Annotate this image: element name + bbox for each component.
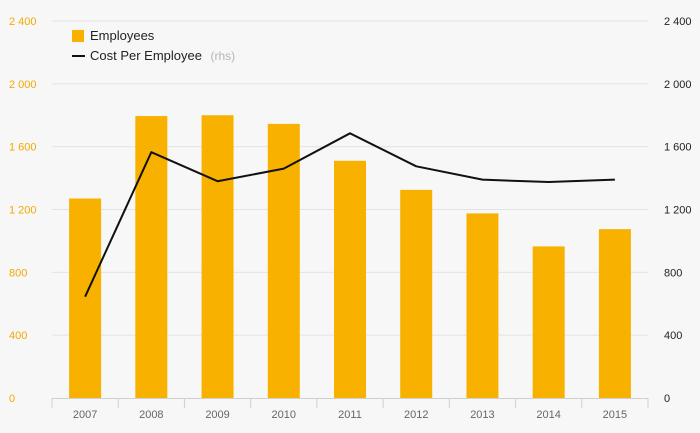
bars-layer: [69, 115, 631, 399]
bar-employees-2011: [334, 160, 366, 398]
y-left-tick-label: 2 400: [9, 16, 37, 28]
y-left-tick-label: 1 200: [9, 205, 37, 217]
legend-label-cost-text: Cost Per Employee: [90, 48, 202, 63]
bar-employees-2012: [400, 189, 433, 398]
y-left-tick-label: 0: [9, 393, 15, 405]
bar-employees-2015: [598, 229, 631, 398]
y-right-tick-label: 0: [664, 393, 670, 405]
bar-employees-2014: [532, 246, 565, 398]
bar-employees-2007: [69, 198, 102, 398]
x-tick-label: 2011: [338, 409, 362, 421]
y-left-tick-label: 1 600: [9, 142, 37, 154]
x-tick-label: 2010: [272, 409, 296, 421]
legend: Employees Cost Per Employee (rhs): [72, 28, 235, 64]
bar-employees-2009: [201, 115, 234, 398]
x-tick-label: 2012: [404, 409, 428, 421]
y-right-tick-label: 1 600: [664, 142, 692, 154]
axis-layer: 0 0 400 400 800 800 1 200 1 200 1 600 1 600 2 000 2…: [9, 16, 692, 421]
x-tick-label: 2007: [73, 409, 97, 421]
x-tick-label: 2008: [139, 409, 163, 421]
legend-label-employees: Employees: [90, 28, 155, 43]
y-right-tick-label: 2 400: [664, 16, 692, 28]
y-left-tick-label: 2 000: [9, 79, 37, 91]
x-tick-label: 2009: [205, 409, 229, 421]
bar-employees-2008: [135, 116, 168, 399]
legend-swatch-employees: [72, 30, 84, 42]
y-right-tick-label: 2 000: [664, 79, 692, 91]
legend-label-rhs-note: (rhs): [210, 49, 235, 63]
x-tick-label: 2014: [536, 409, 560, 421]
bar-employees-2013: [466, 213, 499, 398]
legend-label-cost-per-employee: Cost Per Employee (rhs): [90, 47, 235, 64]
y-right-tick-label: 1 200: [664, 205, 692, 217]
y-left-tick-label: 800: [9, 267, 27, 279]
y-right-tick-label: 800: [664, 267, 682, 279]
x-tick-label: 2015: [603, 409, 627, 421]
y-right-tick-label: 400: [664, 330, 682, 342]
line-layer: [84, 132, 615, 298]
x-tick-label: 2013: [470, 409, 494, 421]
bar-employees-2010: [267, 123, 300, 398]
y-left-tick-label: 400: [9, 330, 27, 342]
